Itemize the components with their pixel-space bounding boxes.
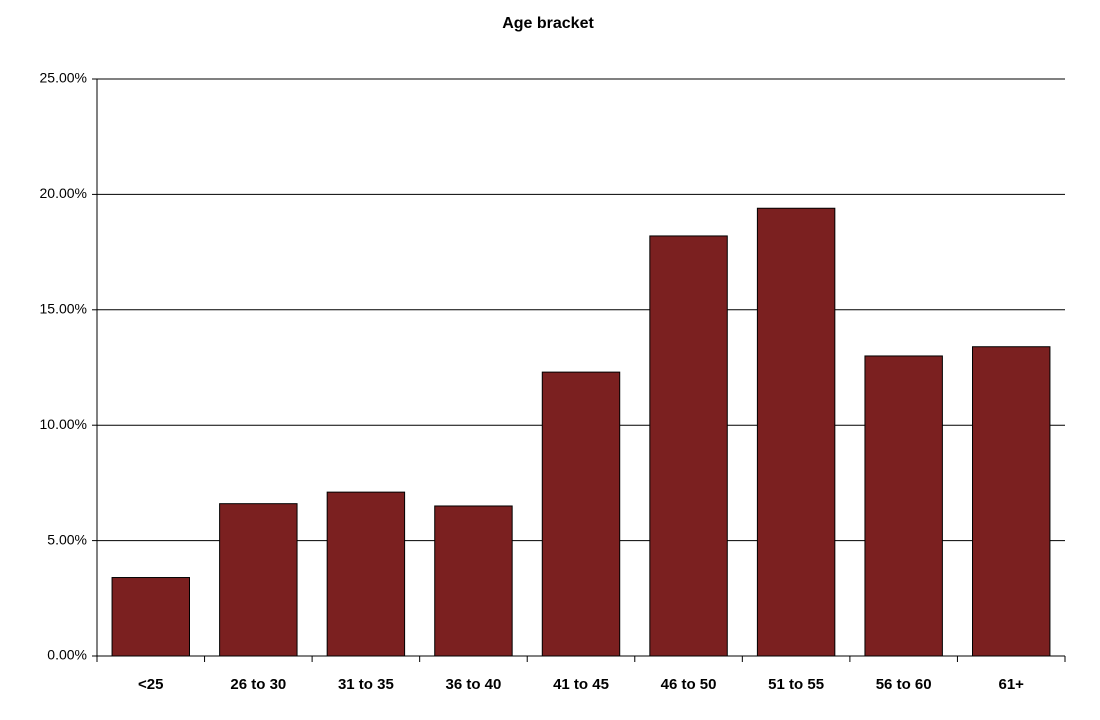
bar	[541, 371, 621, 657]
x-tick-label: <25	[138, 676, 163, 693]
y-tick-label: 5.00%	[47, 531, 87, 547]
x-tick-label: 36 to 40	[446, 676, 502, 693]
bar	[111, 577, 190, 657]
bar	[756, 207, 836, 657]
bar	[649, 235, 728, 657]
y-tick-label: 0.00%	[47, 647, 87, 663]
x-tick-label: 46 to 50	[661, 676, 717, 693]
y-tick-label: 15.00%	[40, 301, 87, 317]
bar	[219, 503, 298, 657]
bar	[326, 491, 406, 657]
chart-title: Age bracket	[502, 15, 594, 32]
y-tick-label: 25.00%	[40, 70, 87, 86]
bar	[864, 355, 943, 657]
x-tick-label: 41 to 45	[553, 676, 609, 693]
x-tick-label: 26 to 30	[230, 676, 286, 693]
x-tick-label: 51 to 55	[768, 676, 824, 693]
x-tick-label: 56 to 60	[876, 676, 932, 693]
x-tick-label: 61+	[998, 676, 1024, 693]
y-tick-label: 20.00%	[40, 185, 87, 201]
bar	[434, 505, 513, 657]
x-tick-label: 31 to 35	[338, 676, 394, 693]
y-tick-label: 10.00%	[40, 416, 87, 432]
bar	[972, 346, 1051, 657]
